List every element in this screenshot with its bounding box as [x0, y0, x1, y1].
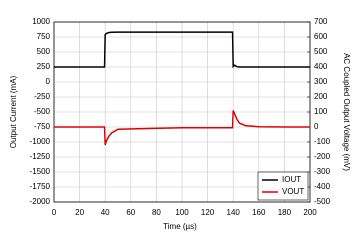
- y-axis-label: Output Current (mA): [9, 75, 18, 148]
- x-tick-label: 60: [126, 208, 135, 217]
- x-tick-label: 200: [303, 208, 317, 217]
- x-tick-label: 20: [75, 208, 84, 217]
- series-line: [54, 31, 310, 69]
- y-tick-label: -2000: [30, 197, 51, 206]
- y-tick-label: -1250: [30, 152, 51, 161]
- y-tick-label: 500: [37, 47, 51, 56]
- y-tick-label: 0: [46, 77, 51, 86]
- y-tick-label: 250: [37, 62, 51, 71]
- y-tick-label: -1750: [30, 182, 51, 191]
- y2-tick-label: 600: [314, 32, 328, 41]
- y2-tick-label: -400: [314, 182, 331, 191]
- y2-tick-label: 100: [314, 107, 328, 116]
- y2-tick-label: -300: [314, 167, 331, 176]
- y-tick-label: 750: [37, 32, 51, 41]
- y-tick-label: -250: [34, 92, 51, 101]
- legend-box: [257, 171, 309, 201]
- y2-tick-label: 500: [314, 47, 328, 56]
- y2-tick-label: 400: [314, 62, 328, 71]
- legend-label: VOUT: [282, 187, 304, 196]
- x-tick-label: 120: [201, 208, 215, 217]
- x-tick-label: 180: [278, 208, 292, 217]
- y2-tick-label: 0: [314, 122, 319, 131]
- y-tick-label: -1000: [30, 137, 51, 146]
- y2-tick-label: 200: [314, 92, 328, 101]
- y2-axis-label: AC Coupled Output Voltage (mV): [342, 53, 351, 171]
- y-tick-label: -1500: [30, 167, 51, 176]
- plot-frame: [53, 21, 311, 203]
- y2-tick-label: -100: [314, 137, 331, 146]
- x-tick-label: 140: [227, 208, 241, 217]
- y2-tick-label: 300: [314, 77, 328, 86]
- y2-tick-label: -500: [314, 197, 331, 206]
- y2-tick-label: 700: [314, 17, 328, 26]
- y-tick-label: 1000: [32, 17, 50, 26]
- y-tick-label: -500: [34, 107, 51, 116]
- legend-label: IOUT: [282, 175, 301, 184]
- y2-tick-label: -200: [314, 152, 331, 161]
- x-tick-label: 100: [175, 208, 189, 217]
- x-axis-label: Time (µs): [163, 222, 197, 231]
- x-tick-label: 0: [52, 208, 57, 217]
- y-tick-label: -750: [34, 122, 51, 131]
- x-tick-label: 160: [252, 208, 266, 217]
- x-tick-label: 80: [152, 208, 161, 217]
- x-tick-label: 40: [101, 208, 110, 217]
- series-line: [54, 110, 310, 146]
